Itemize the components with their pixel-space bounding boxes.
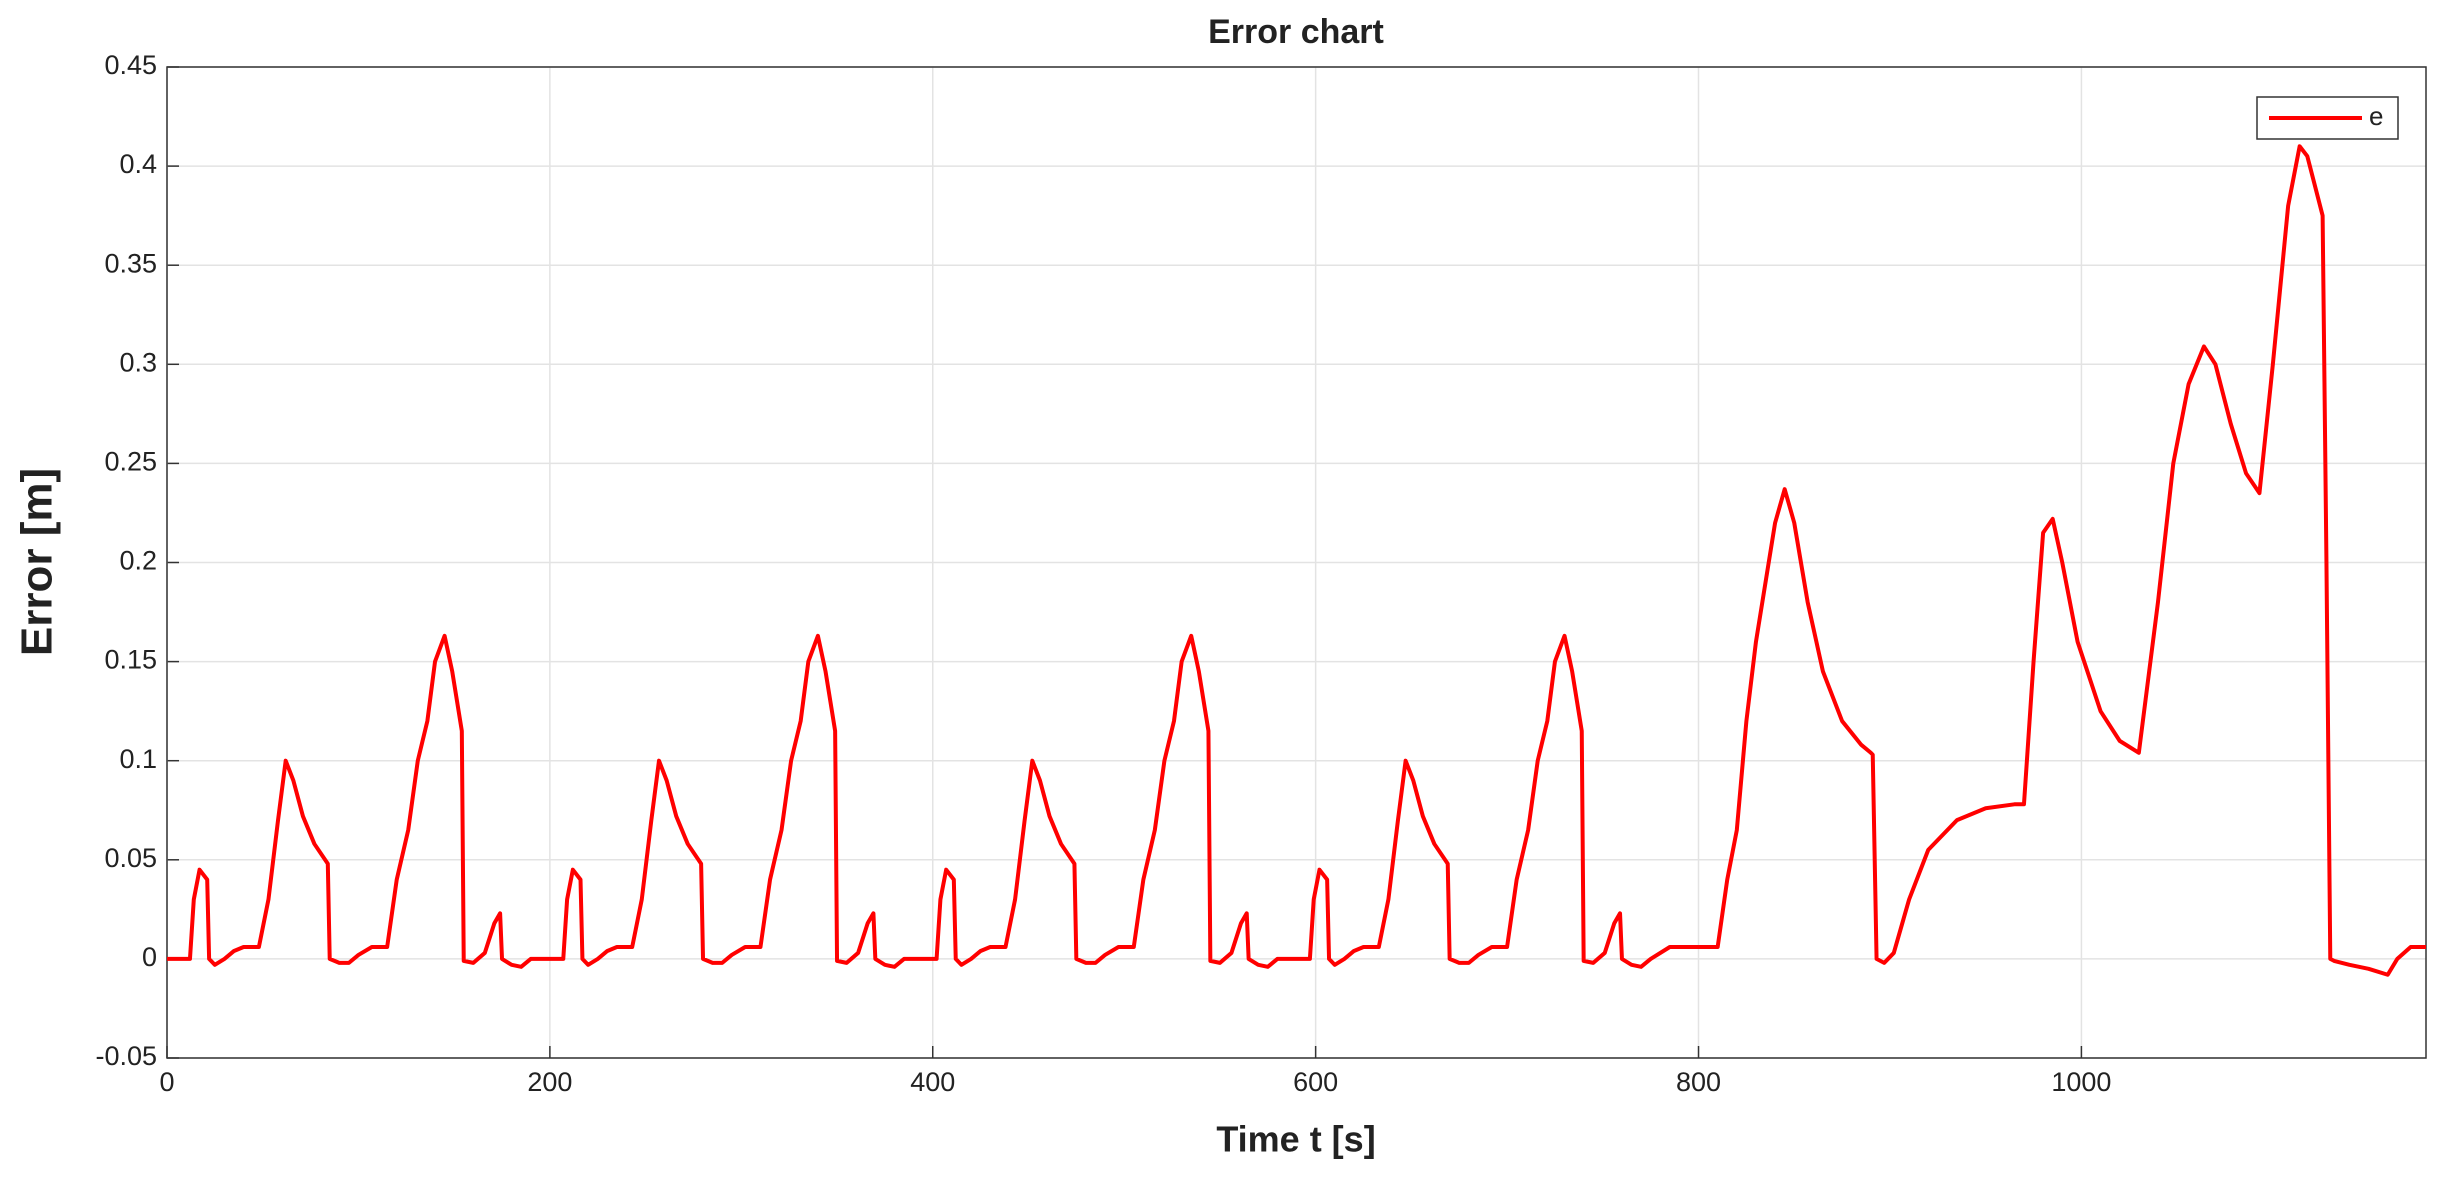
x-tick-label: 0 (159, 1067, 174, 1097)
legend-label: e (2369, 101, 2383, 131)
x-tick-label: 1000 (2051, 1067, 2111, 1097)
y-tick-label: 0.35 (104, 248, 157, 278)
x-tick-label: 800 (1676, 1067, 1721, 1097)
x-tick-label: 600 (1293, 1067, 1338, 1097)
x-axis-label: Time t [s] (1216, 1119, 1375, 1160)
y-tick-label: 0 (142, 942, 157, 972)
chart-title: Error chart (1208, 13, 1384, 51)
x-tick-label: 200 (527, 1067, 572, 1097)
y-tick-label: -0.05 (95, 1041, 157, 1071)
y-tick-label: 0.2 (119, 546, 157, 576)
y-tick-label: 0.4 (119, 149, 157, 179)
y-tick-label: 0.25 (104, 447, 157, 477)
y-axis-label: Error [m] (13, 468, 62, 656)
y-tick-label: 0.1 (119, 744, 157, 774)
legend: e (2256, 96, 2399, 140)
data-line (167, 144, 2426, 977)
y-tick-label: 0.15 (104, 645, 157, 675)
x-tick-label: 400 (910, 1067, 955, 1097)
y-tick-label: 0.3 (119, 347, 157, 377)
y-tick-label: 0.05 (104, 843, 157, 873)
plot-frame (166, 66, 2427, 1059)
y-tick-label: 0.45 (104, 50, 157, 80)
